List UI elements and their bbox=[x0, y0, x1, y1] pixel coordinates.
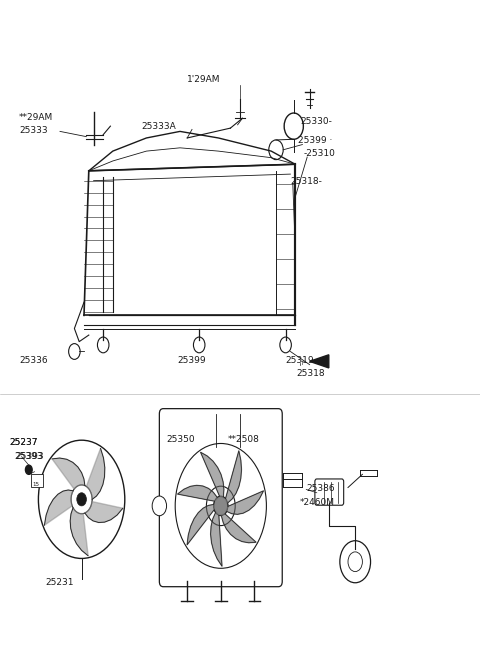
Text: 25393: 25393 bbox=[14, 451, 43, 461]
Polygon shape bbox=[211, 510, 222, 566]
Text: **2508: **2508 bbox=[228, 434, 260, 443]
Polygon shape bbox=[178, 486, 219, 501]
Text: 25333: 25333 bbox=[19, 125, 48, 135]
Text: 25333A: 25333A bbox=[142, 122, 176, 131]
Circle shape bbox=[340, 541, 371, 583]
Text: 25386: 25386 bbox=[306, 484, 335, 493]
Text: **29AM: **29AM bbox=[19, 112, 53, 122]
Circle shape bbox=[193, 337, 205, 353]
Text: 25399: 25399 bbox=[178, 355, 206, 365]
Text: 25318-: 25318- bbox=[290, 177, 322, 186]
Text: 15: 15 bbox=[33, 482, 40, 487]
Polygon shape bbox=[201, 452, 225, 498]
Polygon shape bbox=[310, 355, 329, 368]
Polygon shape bbox=[85, 501, 123, 522]
Text: 25393: 25393 bbox=[15, 451, 44, 461]
Text: 25399 ·: 25399 · bbox=[298, 136, 332, 145]
Polygon shape bbox=[70, 508, 88, 556]
Circle shape bbox=[206, 486, 235, 526]
Polygon shape bbox=[86, 448, 105, 499]
Text: 25330-: 25330- bbox=[300, 116, 332, 125]
Circle shape bbox=[97, 337, 109, 353]
Text: -25310: -25310 bbox=[303, 149, 335, 158]
Polygon shape bbox=[187, 501, 214, 545]
Text: *2460M: *2460M bbox=[300, 497, 335, 507]
FancyBboxPatch shape bbox=[159, 409, 282, 587]
Circle shape bbox=[69, 344, 80, 359]
Circle shape bbox=[269, 140, 283, 160]
Text: 1'29AM: 1'29AM bbox=[187, 75, 221, 84]
Polygon shape bbox=[44, 490, 73, 526]
Text: 25319: 25319 bbox=[286, 355, 314, 365]
Bar bbox=[31, 474, 43, 487]
FancyBboxPatch shape bbox=[315, 479, 344, 505]
Text: 25237: 25237 bbox=[10, 438, 38, 447]
Circle shape bbox=[38, 440, 125, 558]
Text: 25237: 25237 bbox=[10, 438, 38, 447]
Polygon shape bbox=[225, 491, 264, 514]
Circle shape bbox=[348, 552, 362, 572]
Circle shape bbox=[280, 337, 291, 353]
Polygon shape bbox=[219, 514, 256, 543]
Circle shape bbox=[214, 496, 228, 516]
Polygon shape bbox=[52, 458, 85, 489]
Circle shape bbox=[152, 496, 167, 516]
Text: 25318: 25318 bbox=[297, 369, 325, 378]
Circle shape bbox=[284, 113, 303, 139]
Circle shape bbox=[25, 465, 32, 474]
Text: 25231: 25231 bbox=[46, 578, 74, 587]
Circle shape bbox=[77, 493, 86, 506]
Text: 25336: 25336 bbox=[19, 355, 48, 365]
Text: 25350: 25350 bbox=[166, 434, 195, 443]
Circle shape bbox=[175, 443, 266, 568]
Polygon shape bbox=[226, 451, 241, 506]
Text: T: T bbox=[300, 361, 304, 366]
Circle shape bbox=[71, 485, 92, 514]
